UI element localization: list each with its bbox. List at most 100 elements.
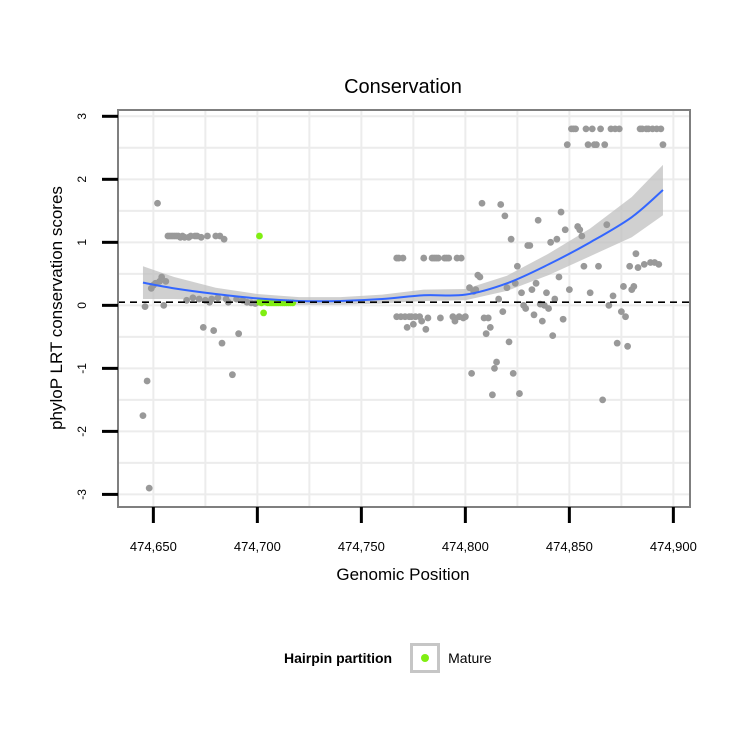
x-tick-label: 474,650: [130, 539, 177, 554]
data-point: [195, 295, 203, 303]
data-point: [199, 324, 207, 331]
data-point: [507, 235, 515, 243]
chart-title: Conservation: [344, 76, 462, 98]
data-point: [626, 262, 634, 270]
data-point: [145, 484, 153, 492]
y-axis-label: phyloP LRT conservation scores: [47, 186, 66, 430]
axes: 3 2 1 0 -1 -2 -3 474,650 474,700 474,750 474,800 47…: [75, 113, 697, 554]
legend-title: Hairpin partition: [284, 650, 393, 666]
data-point: [495, 295, 503, 303]
data-point: [260, 309, 267, 317]
data-point: [593, 141, 600, 149]
smooth-curve: [142, 189, 664, 303]
y-tick-label: -3: [75, 489, 89, 500]
data-point: [528, 286, 536, 293]
data-point: [561, 226, 569, 234]
x-tick-label: 474,900: [650, 539, 697, 554]
data-point: [530, 311, 538, 319]
data-point: [154, 199, 161, 207]
y-tick-label: 3: [75, 113, 89, 120]
data-point: [538, 317, 546, 325]
data-point: [522, 305, 530, 312]
data-point: [572, 125, 579, 133]
data-point: [403, 324, 411, 331]
data-point: [486, 324, 494, 331]
data-point: [584, 141, 592, 149]
data-point: [634, 264, 642, 271]
data-point: [476, 273, 484, 281]
data-point: [543, 289, 550, 297]
data-point: [624, 342, 631, 350]
data-point: [578, 232, 586, 240]
confidence-ribbon: [142, 164, 663, 305]
data-point: [549, 332, 557, 339]
data-point: [478, 199, 486, 207]
data-point: [457, 254, 465, 262]
plot-panel: [117, 109, 691, 508]
data-point: [160, 301, 168, 309]
data-point: [605, 301, 613, 309]
data-point: [609, 292, 617, 300]
data-point: [595, 262, 602, 270]
data-point: [437, 314, 444, 322]
data-point: [229, 371, 236, 379]
data-point: [630, 283, 638, 290]
data-point: [509, 370, 517, 377]
data-point: [445, 254, 453, 262]
legend-key-mature: [410, 643, 441, 673]
data-point: [553, 235, 561, 243]
data-point: [516, 390, 523, 397]
data-point: [565, 286, 573, 293]
data-point: [657, 125, 665, 133]
y-tick-label: 2: [75, 176, 89, 183]
data-point: [582, 125, 590, 133]
data-point: [162, 278, 170, 285]
data-point: [563, 141, 571, 149]
data-point: [218, 339, 226, 347]
series-other: [139, 125, 667, 492]
data-point: [418, 317, 426, 325]
data-point: [422, 325, 430, 333]
data-point: [559, 315, 567, 323]
data-point: [434, 254, 442, 262]
data-point: [491, 364, 498, 372]
data-point: [451, 317, 459, 325]
legend-dot-icon: [421, 654, 430, 662]
data-point: [555, 273, 563, 281]
panel-background: [118, 110, 690, 507]
data-point: [532, 279, 540, 287]
data-point: [576, 226, 584, 234]
data-point: [139, 412, 147, 420]
y-tick-label: 1: [75, 239, 89, 246]
data-point: [599, 396, 607, 404]
legend: Hairpin partition Mature: [284, 640, 492, 676]
data-point: [620, 283, 627, 290]
data-point: [505, 338, 513, 346]
data-point: [557, 208, 565, 216]
data-point: [597, 125, 604, 133]
data-point: [659, 141, 667, 149]
data-point: [482, 330, 490, 338]
data-point: [499, 308, 507, 316]
x-tick-label: 474,800: [442, 539, 489, 554]
data-point: [158, 273, 166, 281]
data-point: [189, 294, 197, 302]
data-point: [497, 201, 505, 208]
x-tick-label: 474,850: [546, 539, 593, 554]
data-point: [489, 391, 496, 399]
data-point: [622, 313, 629, 321]
data-point: [632, 250, 640, 258]
data-point: [580, 262, 588, 270]
y-tick-label: -2: [75, 426, 89, 437]
data-point: [256, 232, 263, 240]
data-point: [601, 141, 609, 149]
data-point: [547, 238, 555, 246]
data-point: [603, 221, 611, 229]
data-point: [235, 330, 243, 338]
data-point: [613, 339, 621, 347]
data-point: [534, 216, 542, 224]
data-point: [461, 313, 469, 321]
data-point: [526, 242, 534, 249]
data-point: [484, 314, 492, 322]
